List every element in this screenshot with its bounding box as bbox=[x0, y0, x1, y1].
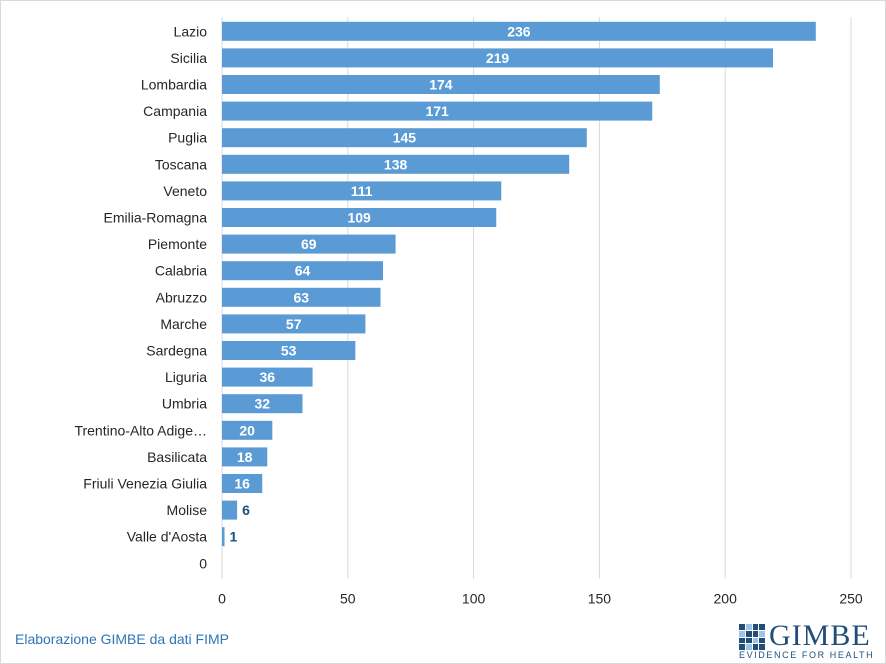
bar-value-label: 109 bbox=[347, 210, 371, 226]
bar bbox=[222, 314, 366, 334]
bar bbox=[222, 394, 303, 414]
bar bbox=[222, 261, 384, 281]
bar-value-label: 69 bbox=[301, 236, 317, 252]
category-label: Molise bbox=[167, 502, 208, 518]
x-tick-label: 100 bbox=[462, 591, 486, 607]
bar-value-label: 32 bbox=[254, 396, 270, 412]
logo-mark-icon bbox=[739, 624, 765, 650]
bar bbox=[222, 474, 263, 493]
category-label: Piemonte bbox=[148, 236, 207, 252]
bar bbox=[222, 287, 381, 307]
category-label: Lazio bbox=[174, 23, 208, 39]
category-label: Calabria bbox=[155, 263, 207, 279]
bar bbox=[222, 527, 225, 547]
bar-value-label: 16 bbox=[234, 476, 250, 492]
bar bbox=[222, 21, 816, 41]
category-label: Marche bbox=[160, 316, 207, 332]
bar-value-label: 53 bbox=[281, 343, 297, 359]
bar-value-label: 64 bbox=[295, 263, 311, 279]
bar bbox=[222, 208, 497, 227]
source-note: Elaborazione GIMBE da dati FIMP bbox=[15, 631, 229, 647]
category-label: Toscana bbox=[155, 156, 207, 172]
bar-value-label: 36 bbox=[259, 369, 275, 385]
bar-value-label: 138 bbox=[384, 156, 408, 172]
bar bbox=[222, 128, 587, 148]
bar bbox=[222, 341, 356, 360]
category-label: Sardegna bbox=[146, 343, 207, 359]
category-label: Basilicata bbox=[147, 449, 207, 465]
category-label: Veneto bbox=[163, 183, 207, 199]
category-labels: Lazio Sicilia Lombardia Campania Puglia Tosca… bbox=[74, 23, 207, 571]
bar bbox=[222, 367, 313, 387]
logo-tagline: EVIDENCE FOR HEALTH bbox=[739, 650, 875, 660]
bar-value-label: 174 bbox=[429, 77, 453, 93]
bar-value-label: 6 bbox=[242, 502, 250, 518]
bar bbox=[222, 101, 653, 121]
bars: 236 219 174 171 145 138 111 109 69 64 63 57 53 36 32 20… bbox=[222, 21, 816, 547]
bar-value-label: 236 bbox=[507, 23, 531, 39]
bar bbox=[222, 75, 660, 94]
bar bbox=[222, 500, 238, 520]
x-tick-label: 200 bbox=[714, 591, 738, 607]
x-tick-label: 0 bbox=[218, 591, 226, 607]
category-label: Liguria bbox=[165, 369, 207, 385]
bar-value-label: 63 bbox=[293, 289, 309, 305]
bar bbox=[222, 154, 570, 174]
bar-value-label: 18 bbox=[237, 449, 253, 465]
x-tick-label: 250 bbox=[839, 591, 863, 607]
x-axis-ticks: 0 50 100 150 200 250 bbox=[218, 591, 863, 607]
bar-value-label: 111 bbox=[351, 183, 373, 199]
category-label: Campania bbox=[143, 103, 207, 119]
bar-value-label: 145 bbox=[393, 130, 417, 146]
gimbe-logo: GIMBE EVIDENCE FOR HEALTH bbox=[739, 619, 875, 661]
bar bbox=[222, 234, 396, 254]
x-tick-label: 150 bbox=[588, 591, 612, 607]
category-label: Emilia-Romagna bbox=[104, 210, 208, 226]
category-label: Friuli Venezia Giulia bbox=[83, 476, 207, 492]
category-label: Sicilia bbox=[170, 50, 207, 66]
category-label: Lombardia bbox=[141, 77, 207, 93]
bar bbox=[222, 181, 502, 201]
bar-value-label: 20 bbox=[239, 422, 255, 438]
bar-value-label: 1 bbox=[230, 529, 238, 545]
category-label: Abruzzo bbox=[156, 289, 208, 305]
bar-value-label: 57 bbox=[286, 316, 302, 332]
bar bbox=[222, 420, 273, 440]
bar-value-label: 171 bbox=[425, 103, 449, 119]
category-label: 0 bbox=[199, 555, 207, 571]
category-label: Valle d'Aosta bbox=[127, 529, 207, 545]
bar bbox=[222, 48, 774, 68]
x-tick-label: 50 bbox=[340, 591, 356, 607]
logo-brand: GIMBE bbox=[769, 619, 871, 652]
bar-value-label: 219 bbox=[486, 50, 510, 66]
category-label: Umbria bbox=[162, 396, 207, 412]
category-label: Puglia bbox=[168, 130, 207, 146]
bar bbox=[222, 447, 268, 467]
category-label: Trentino-Alto Adige… bbox=[74, 422, 207, 438]
